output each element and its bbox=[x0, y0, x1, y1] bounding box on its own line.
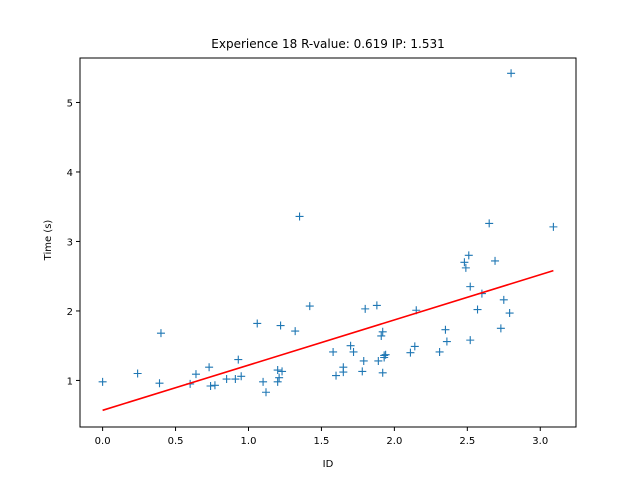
data-point bbox=[295, 212, 304, 221]
data-point bbox=[329, 347, 338, 356]
data-point bbox=[358, 367, 367, 376]
data-point bbox=[305, 302, 314, 311]
x-tick-label: 3.0 bbox=[532, 436, 548, 447]
data-point bbox=[98, 377, 107, 386]
data-point bbox=[359, 356, 368, 365]
data-point bbox=[505, 309, 514, 318]
data-point bbox=[361, 304, 370, 313]
regression-line bbox=[102, 269, 554, 412]
data-point bbox=[466, 282, 475, 291]
data-point bbox=[380, 351, 389, 360]
x-axis-label: ID bbox=[323, 459, 334, 470]
data-point bbox=[374, 356, 383, 365]
x-tick-label: 1.5 bbox=[313, 436, 329, 447]
x-tick-label: 2.0 bbox=[386, 436, 402, 447]
data-point bbox=[406, 348, 415, 357]
data-point bbox=[155, 379, 164, 388]
data-point bbox=[259, 377, 268, 386]
data-point bbox=[156, 329, 165, 338]
x-tick-label: 0.5 bbox=[168, 436, 184, 447]
data-point bbox=[377, 331, 386, 340]
data-point bbox=[549, 222, 558, 231]
data-point bbox=[507, 69, 516, 78]
y-tick-label: 3 bbox=[67, 237, 73, 248]
plot-frame bbox=[79, 57, 577, 428]
data-point bbox=[435, 347, 444, 356]
data-point bbox=[441, 325, 450, 334]
data-point bbox=[442, 337, 451, 346]
y-tick-label: 2 bbox=[67, 307, 73, 318]
data-point bbox=[372, 301, 381, 310]
data-point bbox=[485, 219, 494, 228]
data-point bbox=[222, 375, 231, 384]
data-point bbox=[275, 373, 284, 382]
data-point bbox=[378, 368, 387, 377]
data-point bbox=[349, 347, 358, 356]
data-point bbox=[205, 363, 214, 372]
data-point bbox=[276, 321, 285, 330]
data-point bbox=[491, 256, 500, 265]
data-point bbox=[278, 367, 287, 376]
data-point bbox=[496, 324, 505, 333]
data-point bbox=[234, 355, 243, 364]
y-tick-label: 1 bbox=[67, 376, 73, 387]
data-point bbox=[332, 371, 341, 380]
data-point bbox=[191, 370, 200, 379]
y-tick-label: 4 bbox=[67, 168, 73, 179]
data-point bbox=[231, 375, 240, 384]
x-tick-label: 1.0 bbox=[241, 436, 257, 447]
data-point bbox=[206, 382, 215, 390]
data-point bbox=[339, 363, 348, 372]
data-point bbox=[253, 319, 262, 328]
data-point bbox=[381, 350, 390, 359]
data-point bbox=[378, 327, 387, 336]
plot-area: 0.0 0.5 1.0 1.5 2.0 2.5 3.0 1 2 3 4 5 bbox=[67, 57, 577, 447]
data-point bbox=[410, 342, 419, 351]
x-tick-label: 0.0 bbox=[95, 436, 111, 447]
data-point bbox=[133, 369, 142, 378]
data-point bbox=[210, 381, 219, 390]
chart-title: Experience 18 R-value: 0.619 IP: 1.531 bbox=[211, 37, 444, 51]
data-point bbox=[273, 377, 282, 386]
data-point bbox=[291, 327, 300, 336]
data-point bbox=[499, 295, 508, 304]
data-point bbox=[466, 336, 475, 345]
data-point bbox=[473, 305, 482, 314]
y-axis-label: Time (s) bbox=[43, 220, 54, 262]
data-point bbox=[237, 372, 246, 381]
data-point bbox=[346, 341, 355, 350]
x-tick-label: 2.5 bbox=[459, 436, 475, 447]
data-point bbox=[461, 263, 470, 272]
y-tick-label: 5 bbox=[67, 98, 73, 109]
data-point bbox=[273, 366, 282, 375]
data-point bbox=[460, 258, 469, 267]
data-point bbox=[464, 251, 473, 260]
data-point bbox=[262, 388, 270, 397]
